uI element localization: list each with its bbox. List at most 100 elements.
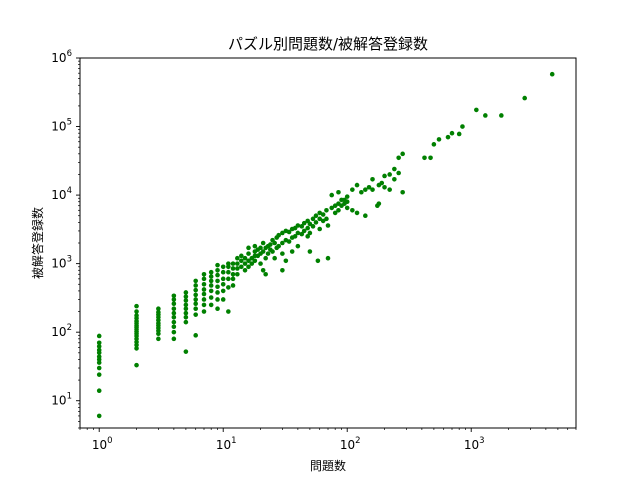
data-point-80 — [208, 278, 214, 284]
data-point-212 — [363, 187, 368, 192]
data-point-120 — [246, 251, 251, 256]
data-point-143 — [270, 249, 275, 254]
data-point-46 — [171, 306, 177, 312]
points-layer — [96, 71, 555, 419]
data-point-96 — [220, 264, 226, 270]
data-point-127 — [252, 243, 258, 249]
data-point-136 — [263, 271, 268, 277]
data-point-134 — [260, 249, 266, 254]
data-point-12 — [134, 362, 139, 368]
data-point-10 — [96, 340, 102, 346]
data-point-226 — [396, 170, 401, 176]
data-point-196 — [336, 208, 341, 213]
data-point-61 — [193, 306, 198, 312]
data-point-225 — [392, 166, 397, 172]
data-point-175 — [307, 249, 313, 254]
y-tick-label: 105 — [51, 118, 72, 134]
data-point-185 — [317, 210, 323, 216]
data-point-97 — [226, 309, 231, 314]
data-point-13 — [134, 346, 139, 351]
y-tick-label: 103 — [51, 255, 72, 271]
data-point-169 — [299, 224, 305, 229]
data-point-29 — [156, 336, 161, 342]
data-point-48 — [171, 297, 177, 302]
data-point-205 — [344, 194, 350, 199]
data-point-167 — [295, 223, 301, 228]
data-point-83 — [215, 306, 220, 312]
data-point-106 — [230, 266, 236, 271]
data-point-235 — [449, 130, 455, 136]
data-point-142 — [268, 242, 273, 247]
data-point-186 — [320, 218, 326, 224]
data-point-89 — [215, 267, 220, 273]
data-point-204 — [344, 199, 350, 205]
data-point-115 — [242, 267, 248, 273]
data-point-206 — [350, 208, 355, 213]
data-point-108 — [235, 271, 240, 277]
data-point-130 — [258, 261, 263, 266]
y-axis: 101 102 103 104 105 106 — [51, 49, 80, 429]
data-point-105 — [230, 271, 236, 277]
data-point-8 — [96, 347, 102, 353]
data-point-77 — [208, 295, 214, 300]
data-point-228 — [400, 189, 405, 195]
data-point-194 — [332, 210, 338, 216]
data-point-71 — [201, 291, 207, 297]
data-point-3 — [96, 365, 102, 371]
y-tick-label: 106 — [51, 49, 72, 65]
data-point-45 — [171, 310, 177, 316]
data-point-11 — [96, 333, 102, 339]
data-point-75 — [201, 271, 207, 277]
data-point-207 — [350, 187, 355, 192]
data-point-50 — [183, 349, 189, 354]
data-point-70 — [201, 297, 207, 302]
x-axis-label: 問題数 — [310, 458, 346, 473]
data-point-214 — [370, 187, 375, 192]
data-point-229 — [400, 151, 405, 157]
data-point-109 — [235, 266, 240, 271]
data-point-184 — [317, 216, 323, 222]
x-axis: 100 101 102 103 — [79, 428, 577, 452]
data-point-43 — [171, 319, 177, 325]
data-point-230 — [422, 155, 427, 161]
data-point-103 — [230, 283, 236, 288]
data-point-100 — [226, 269, 231, 275]
data-point-223 — [387, 172, 392, 177]
data-point-114 — [239, 253, 244, 259]
data-point-145 — [272, 255, 277, 261]
data-point-182 — [315, 258, 321, 264]
data-point-88 — [215, 272, 220, 278]
data-point-62 — [193, 301, 198, 307]
data-point-81 — [208, 274, 214, 279]
data-point-193 — [329, 192, 335, 198]
data-point-82 — [208, 269, 214, 275]
data-point-0 — [96, 413, 102, 419]
data-point-78 — [208, 288, 214, 294]
data-point-213 — [366, 184, 372, 190]
chart-title: パズル別問題数/被解答登録数 — [228, 35, 428, 53]
data-point-242 — [549, 71, 555, 77]
data-point-150 — [276, 232, 281, 238]
data-point-117 — [242, 255, 248, 261]
data-point-238 — [474, 107, 479, 113]
data-point-93 — [220, 281, 226, 287]
y-tick-label: 102 — [51, 323, 72, 339]
x-tick-label: 100 — [92, 436, 113, 452]
data-point-79 — [208, 283, 214, 288]
data-point-42 — [171, 324, 177, 330]
data-point-173 — [305, 225, 310, 231]
data-point-152 — [280, 251, 285, 256]
data-point-119 — [246, 258, 251, 264]
data-point-171 — [301, 220, 307, 226]
data-point-139 — [265, 251, 271, 256]
data-point-99 — [226, 276, 231, 282]
data-point-124 — [252, 258, 258, 264]
data-point-40 — [171, 336, 177, 342]
data-point-166 — [295, 230, 301, 236]
y-tick-label: 101 — [51, 392, 72, 408]
data-point-234 — [445, 134, 451, 140]
data-point-195 — [332, 203, 338, 209]
data-point-158 — [286, 239, 292, 244]
data-point-240 — [499, 113, 504, 118]
